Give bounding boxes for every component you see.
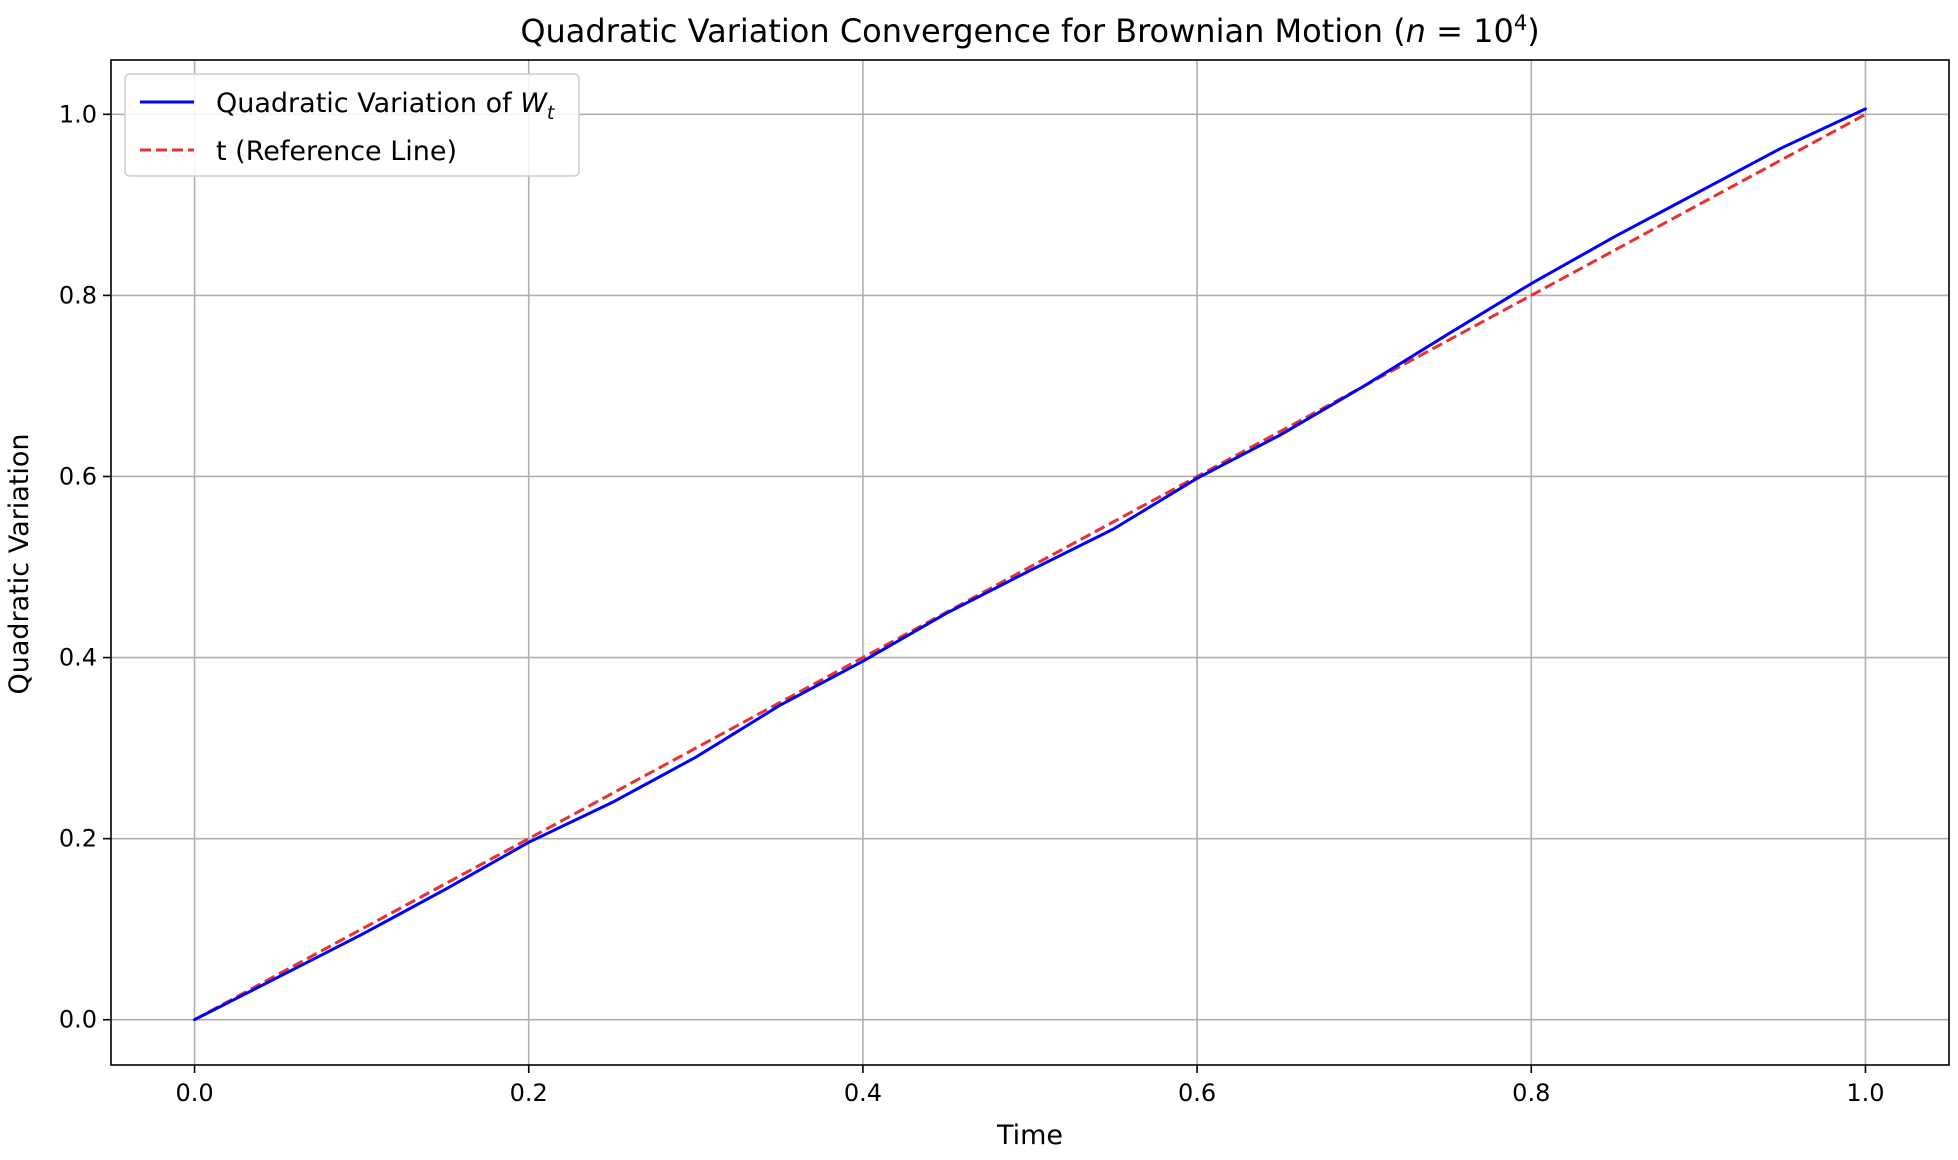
chart-title-eq: = 10 — [1426, 12, 1514, 50]
chart-title-close: ) — [1527, 12, 1539, 50]
series-line-reference — [193, 112, 1867, 1022]
chart-title-exponent: 4 — [1514, 11, 1527, 35]
grid — [111, 60, 1949, 1065]
legend-label-qv-sub: t — [547, 102, 556, 124]
x-tick-label: 0.4 — [844, 1079, 882, 1107]
legend-box — [124, 73, 580, 177]
plot-frame — [110, 59, 1950, 1066]
chart-title: Quadratic Variation Convergence for Brow… — [520, 11, 1539, 50]
ticks: 0.0 0.2 0.4 0.6 0.8 1.0 0.0 0.2 0.4 0.6 0.8 1.0 — [59, 100, 1885, 1107]
y-tick-label: 0.4 — [59, 644, 97, 672]
legend-label-qv: Quadratic Variation of Wt — [216, 88, 556, 124]
x-tick-label: 0.2 — [510, 1079, 548, 1107]
x-axis-label: Time — [996, 1120, 1063, 1151]
y-axis-label: Quadratic Variation — [4, 434, 35, 695]
legend: Quadratic Variation of Wt t (Reference L… — [124, 73, 580, 177]
series-layer — [193, 107, 1867, 1022]
y-tick-label: 0.6 — [59, 462, 97, 490]
y-tick-label: 0.2 — [59, 825, 97, 853]
y-tick-label: 1.0 — [59, 100, 97, 128]
x-tick-label: 0.8 — [1512, 1079, 1550, 1107]
x-tick-label: 1.0 — [1846, 1079, 1884, 1107]
legend-label-qv-w: W — [520, 88, 548, 119]
chart-title-n: n — [1406, 12, 1426, 50]
y-tick-label: 0.8 — [59, 281, 97, 309]
y-tick-label: 0.0 — [59, 1006, 97, 1034]
chart-title-text: Quadratic Variation Convergence for Brow… — [520, 12, 1405, 50]
legend-label-reference: t (Reference Line) — [216, 136, 457, 167]
x-tick-label: 0.0 — [175, 1079, 213, 1107]
legend-label-qv-text: Quadratic Variation of — [216, 88, 520, 119]
x-tick-label: 0.6 — [1178, 1079, 1216, 1107]
series-line-quadratic-variation — [193, 107, 1867, 1022]
